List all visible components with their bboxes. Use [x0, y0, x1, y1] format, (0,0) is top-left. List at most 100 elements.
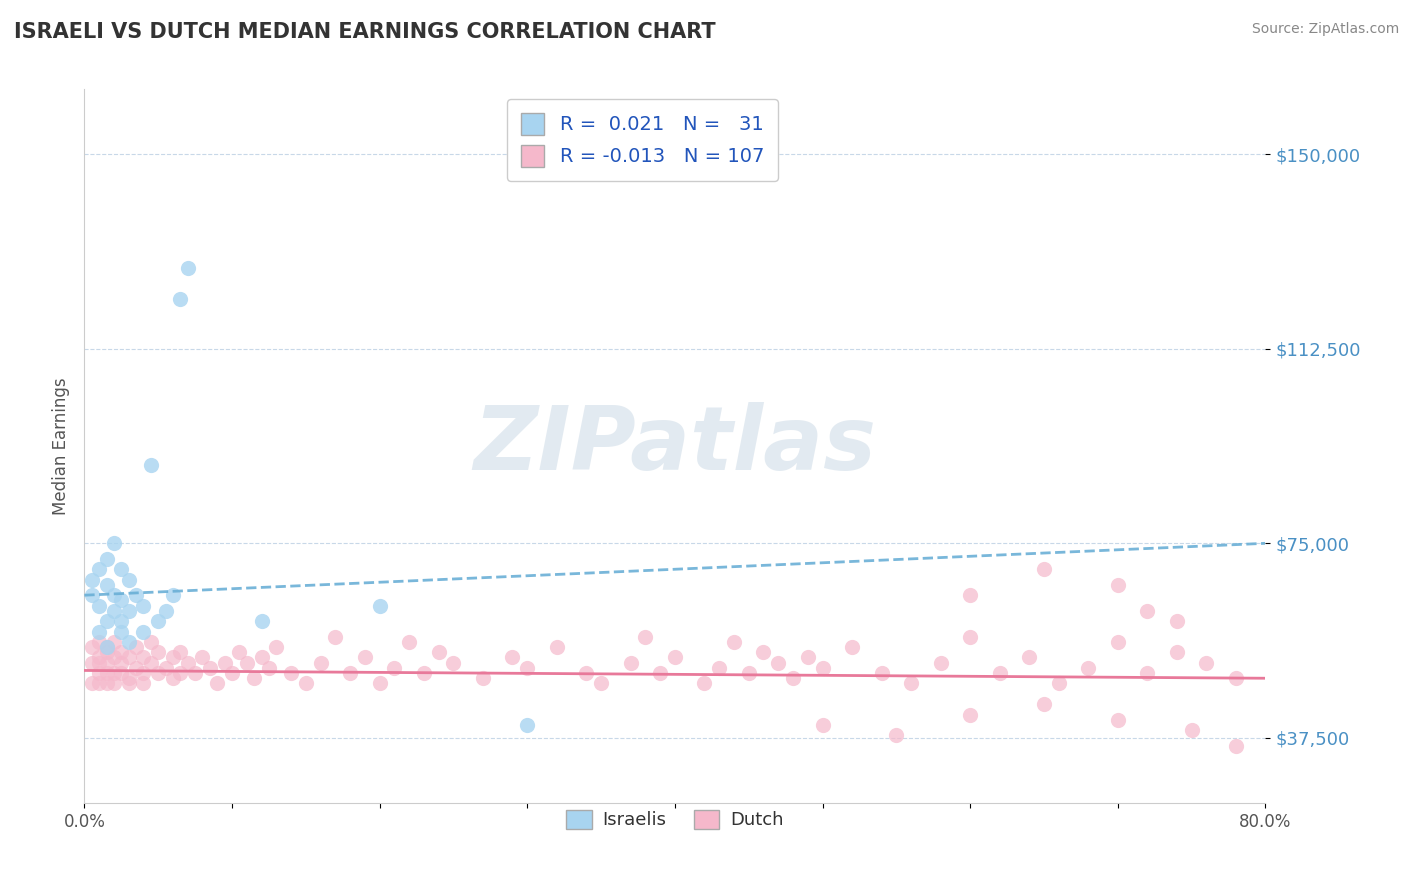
Point	[650, 666, 672, 681]
Point	[155, 604, 177, 618]
Point	[87, 656, 111, 670]
Point	[132, 676, 155, 690]
Point	[988, 666, 1011, 681]
Point	[243, 671, 266, 685]
Point	[1225, 671, 1247, 685]
Text: ZIPatlas: ZIPatlas	[474, 402, 876, 490]
Point	[236, 656, 259, 670]
Point	[959, 630, 981, 644]
Point	[768, 656, 790, 670]
Point	[80, 676, 103, 690]
Point	[207, 676, 229, 690]
Point	[516, 661, 538, 675]
Text: Source: ZipAtlas.com: Source: ZipAtlas.com	[1251, 22, 1399, 37]
Point	[110, 562, 132, 576]
Point	[929, 656, 952, 670]
Point	[103, 604, 125, 618]
Point	[1195, 656, 1218, 670]
Point	[1136, 666, 1159, 681]
Point	[132, 624, 155, 639]
Point	[250, 614, 273, 628]
Point	[96, 640, 118, 654]
Point	[1107, 713, 1129, 727]
Point	[900, 676, 922, 690]
Point	[125, 661, 148, 675]
Point	[96, 552, 118, 566]
Point	[250, 650, 273, 665]
Point	[118, 604, 141, 618]
Point	[110, 645, 132, 659]
Point	[325, 630, 347, 644]
Point	[169, 293, 191, 307]
Point	[103, 676, 125, 690]
Point	[841, 640, 863, 654]
Point	[96, 676, 118, 690]
Point	[1107, 635, 1129, 649]
Legend: Israelis, Dutch: Israelis, Dutch	[560, 803, 790, 837]
Point	[103, 650, 125, 665]
Point	[959, 707, 981, 722]
Point	[110, 666, 132, 681]
Point	[1166, 614, 1188, 628]
Point	[125, 588, 148, 602]
Point	[96, 656, 118, 670]
Point	[110, 624, 132, 639]
Point	[782, 671, 804, 685]
Point	[1033, 562, 1056, 576]
Point	[87, 676, 111, 690]
Point	[96, 666, 118, 681]
Point	[382, 661, 406, 675]
Point	[118, 573, 141, 587]
Point	[80, 656, 103, 670]
Point	[664, 650, 686, 665]
Point	[709, 661, 731, 675]
Point	[870, 666, 893, 681]
Point	[96, 645, 118, 659]
Point	[752, 645, 775, 659]
Point	[959, 588, 981, 602]
Point	[118, 676, 141, 690]
Point	[413, 666, 436, 681]
Point	[80, 640, 103, 654]
Point	[162, 671, 184, 685]
Point	[155, 661, 177, 675]
Point	[96, 578, 118, 592]
Point	[443, 656, 465, 670]
Point	[693, 676, 716, 690]
Point	[368, 676, 391, 690]
Point	[738, 666, 761, 681]
Point	[427, 645, 450, 659]
Point	[118, 635, 141, 649]
Point	[309, 656, 332, 670]
Point	[118, 650, 141, 665]
Point	[295, 676, 318, 690]
Point	[1136, 604, 1159, 618]
Point	[118, 671, 141, 685]
Point	[1181, 723, 1204, 738]
Point	[132, 599, 155, 613]
Point	[110, 593, 132, 607]
Point	[96, 640, 118, 654]
Point	[1018, 650, 1040, 665]
Point	[354, 650, 377, 665]
Point	[1047, 676, 1070, 690]
Point	[280, 666, 302, 681]
Point	[110, 656, 132, 670]
Point	[139, 458, 162, 473]
Point	[169, 666, 191, 681]
Point	[103, 588, 125, 602]
Point	[1225, 739, 1247, 753]
Point	[148, 614, 170, 628]
Point	[214, 656, 236, 670]
Point	[339, 666, 361, 681]
Point	[198, 661, 221, 675]
Y-axis label: Median Earnings: Median Earnings	[52, 377, 70, 515]
Point	[501, 650, 523, 665]
Point	[591, 676, 613, 690]
Point	[620, 656, 643, 670]
Point	[132, 666, 155, 681]
Point	[103, 635, 125, 649]
Point	[87, 599, 111, 613]
Point	[266, 640, 288, 654]
Point	[162, 650, 184, 665]
